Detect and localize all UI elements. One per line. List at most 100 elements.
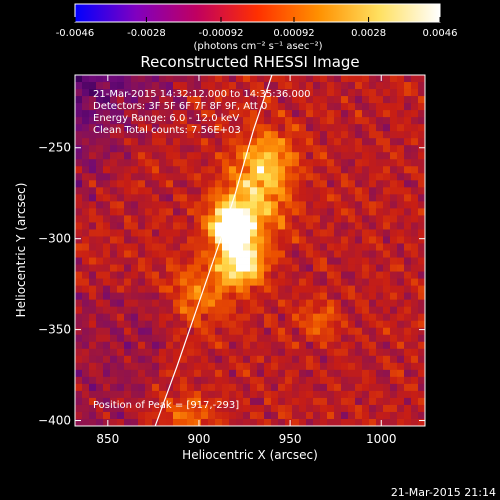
heatmap-cell <box>411 110 419 118</box>
heatmap-cell <box>383 271 391 279</box>
heatmap-cell <box>327 243 335 251</box>
heatmap-cell <box>390 376 398 385</box>
heatmap-cell <box>173 82 181 90</box>
heatmap-cell <box>138 404 146 413</box>
heatmap-cell <box>334 313 342 322</box>
heatmap-cell <box>110 271 118 279</box>
heatmap-cell <box>411 82 419 90</box>
heatmap-cell <box>89 82 97 90</box>
heatmap-cell <box>418 131 425 139</box>
heatmap-cell <box>376 376 384 385</box>
heatmap-cell <box>173 89 181 97</box>
heatmap-cell <box>75 208 83 216</box>
heatmap-cell <box>257 145 265 153</box>
heatmap-cell <box>376 124 384 132</box>
heatmap-cell <box>306 229 314 237</box>
heatmap-cell <box>173 110 181 118</box>
heatmap-cell <box>348 103 356 111</box>
heatmap-cell <box>215 313 223 322</box>
heatmap-cell <box>299 278 307 286</box>
heatmap-cell <box>152 327 160 336</box>
heatmap-cell <box>355 411 363 420</box>
heatmap-cell <box>348 89 356 97</box>
heatmap-cell <box>278 383 286 392</box>
heatmap-cell <box>264 257 272 265</box>
heatmap-cell <box>82 75 90 83</box>
heatmap-cell <box>243 229 251 237</box>
heatmap-cell <box>75 201 83 209</box>
heatmap-cell <box>159 327 167 336</box>
heatmap-cell <box>180 243 188 251</box>
heatmap-cell <box>299 292 307 301</box>
heatmap-cell <box>257 334 265 343</box>
heatmap-cell <box>180 187 188 195</box>
heatmap-cell <box>390 222 398 230</box>
heatmap-cell <box>173 187 181 195</box>
heatmap-cell <box>264 194 272 202</box>
heatmap-cell <box>110 313 118 322</box>
heatmap-cell <box>285 285 293 294</box>
heatmap-cell <box>334 397 342 406</box>
heatmap-cell <box>250 383 258 392</box>
heatmap-cell <box>201 75 209 83</box>
heatmap-cell <box>110 299 118 308</box>
heatmap-cell <box>173 145 181 153</box>
heatmap-cell <box>208 369 216 378</box>
heatmap-cell <box>215 348 223 357</box>
heatmap-cell <box>159 117 167 125</box>
heatmap-cell <box>131 411 139 420</box>
heatmap-cell <box>348 194 356 202</box>
heatmap-cell <box>348 334 356 343</box>
heatmap-cell <box>159 215 167 223</box>
heatmap-cell <box>383 82 391 90</box>
heatmap-cell <box>117 320 125 329</box>
heatmap-cell <box>229 131 237 139</box>
heatmap-cell <box>404 383 412 392</box>
heatmap-cell <box>103 82 111 90</box>
heatmap-cell <box>187 327 195 336</box>
heatmap-cell <box>306 341 314 350</box>
heatmap-cell <box>180 278 188 286</box>
heatmap-cell <box>397 138 405 146</box>
heatmap-cell <box>355 152 363 160</box>
heatmap-cell <box>194 131 202 139</box>
heatmap-cell <box>152 292 160 301</box>
heatmap-cell <box>348 208 356 216</box>
heatmap-cell <box>278 243 286 251</box>
heatmap-cell <box>131 313 139 322</box>
heatmap-cell <box>208 173 216 181</box>
heatmap-cell <box>397 306 405 315</box>
heatmap-cell <box>75 229 83 237</box>
heatmap-cell <box>355 138 363 146</box>
heatmap-cell <box>236 313 244 322</box>
heatmap-cell <box>173 306 181 315</box>
heatmap-cell <box>124 96 132 104</box>
heatmap-cell <box>390 145 398 153</box>
heatmap-cell <box>110 320 118 329</box>
heatmap-cell <box>390 341 398 350</box>
heatmap-cell <box>236 334 244 343</box>
heatmap-cell <box>229 292 237 301</box>
heatmap-cell <box>110 187 118 195</box>
heatmap-cell <box>285 103 293 111</box>
heatmap-cell <box>201 250 209 258</box>
heatmap-cell <box>208 397 216 406</box>
heatmap-cell <box>264 229 272 237</box>
heatmap-cell <box>124 299 132 308</box>
heatmap-cell <box>75 397 83 406</box>
heatmap-cell <box>397 236 405 244</box>
heatmap-cell <box>159 348 167 357</box>
heatmap-cell <box>355 285 363 294</box>
heatmap-cell <box>285 124 293 132</box>
heatmap-cell <box>124 390 132 399</box>
heatmap-cell <box>222 418 230 426</box>
heatmap-cell <box>404 292 412 301</box>
heatmap-cell <box>166 404 174 413</box>
heatmap-cell <box>145 236 153 244</box>
heatmap-cell <box>187 138 195 146</box>
heatmap-cell <box>341 397 349 406</box>
heatmap-cell <box>152 411 160 420</box>
heatmap-cell <box>383 194 391 202</box>
heatmap-cell <box>257 117 265 125</box>
heatmap-cell <box>229 257 237 265</box>
